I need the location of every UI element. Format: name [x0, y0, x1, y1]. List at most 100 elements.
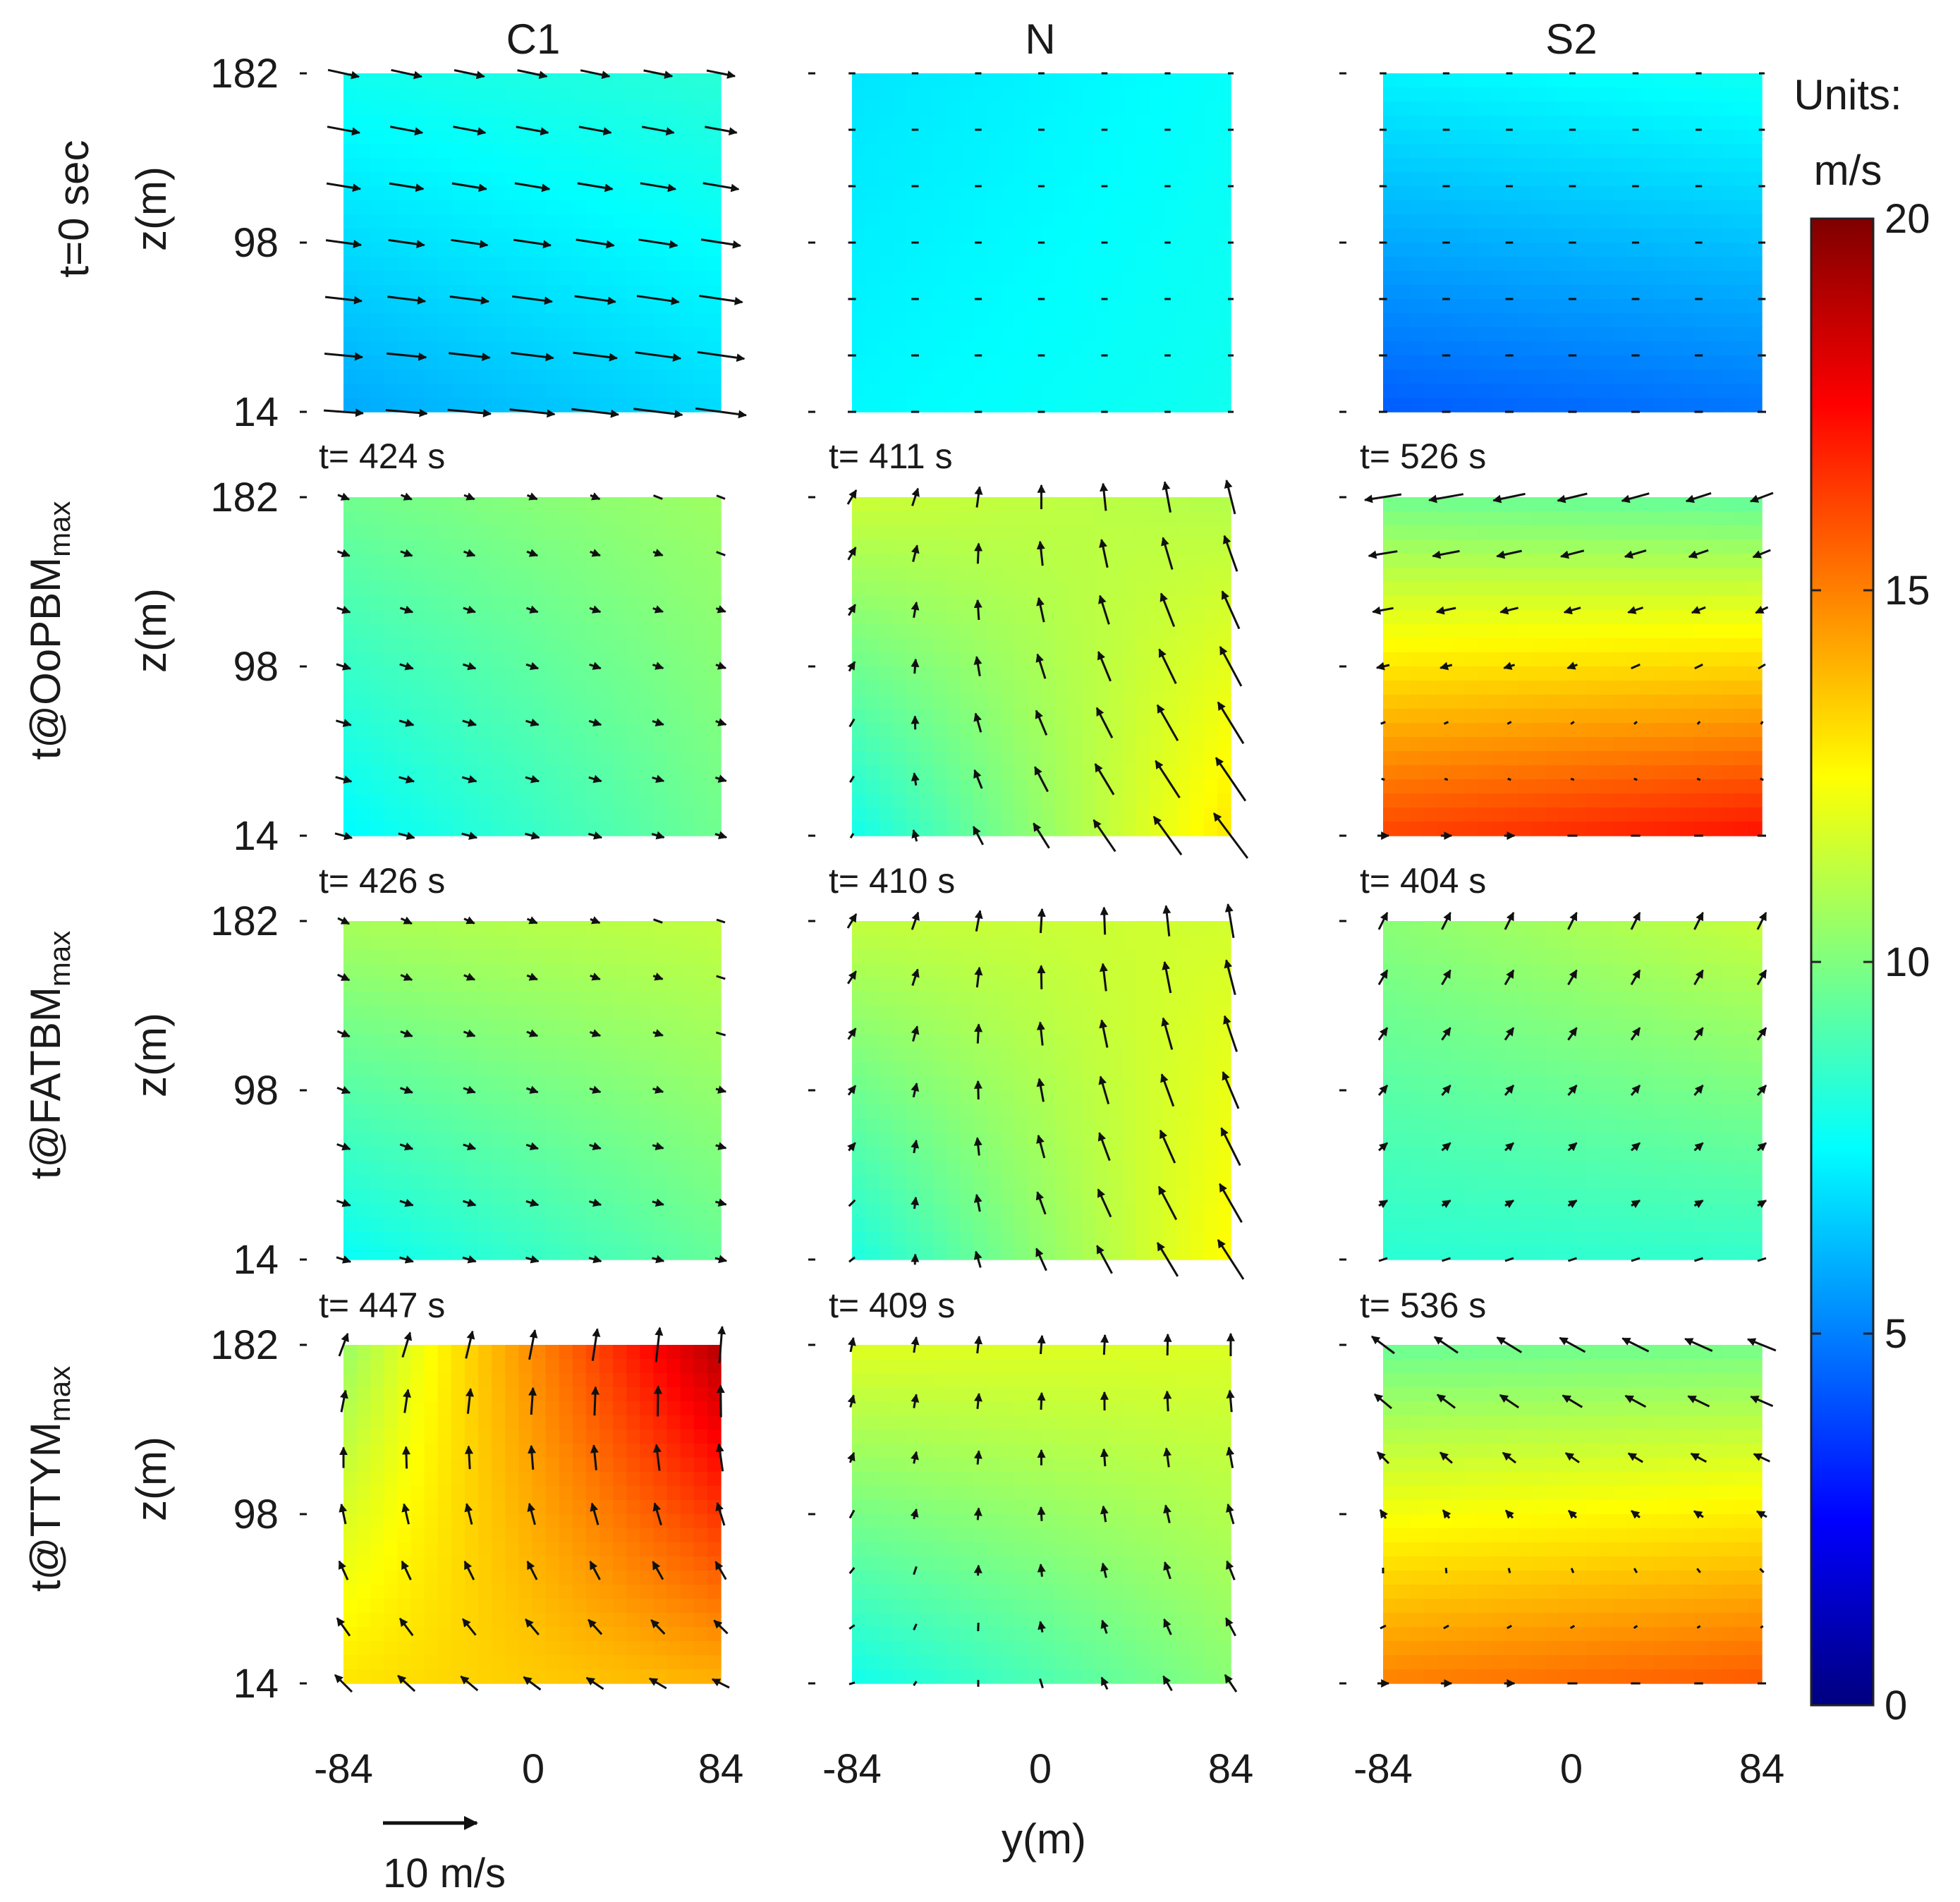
- heatmap-cell: [451, 638, 465, 653]
- heatmap-cell: [865, 214, 880, 229]
- heatmap-cell: [666, 539, 681, 554]
- velocity-arrow: [1621, 492, 1650, 504]
- heatmap-cell: [1559, 87, 1574, 102]
- heatmap-cell: [666, 695, 681, 709]
- heatmap-cell: [1545, 497, 1560, 512]
- heatmap-cell: [626, 1062, 641, 1077]
- heatmap-cell: [852, 158, 866, 173]
- heatmap-cell: [1163, 87, 1177, 102]
- heatmap-cell: [518, 327, 533, 342]
- heatmap-cell: [518, 1034, 533, 1049]
- heatmap-cell: [640, 1090, 655, 1105]
- heatmap-cell: [585, 525, 600, 540]
- heatmap-cell: [707, 723, 722, 738]
- heatmap-cell: [1122, 102, 1137, 116]
- heatmap-cell: [626, 779, 641, 794]
- heatmap-cell: [1068, 370, 1083, 384]
- heatmap-cell: [384, 638, 398, 653]
- heatmap-cell: [919, 172, 934, 187]
- heatmap-cell: [973, 73, 988, 88]
- heatmap-cell: [1203, 327, 1218, 342]
- heatmap-cell: [1599, 158, 1614, 173]
- velocity-arrow: [1035, 653, 1047, 679]
- heatmap-cell: [1478, 384, 1492, 398]
- heatmap-cell: [370, 765, 385, 780]
- heatmap-cell: [1095, 243, 1110, 257]
- heatmap-cell: [1068, 807, 1083, 822]
- heatmap-cell: [1626, 384, 1641, 398]
- heatmap-cell: [1545, 172, 1560, 187]
- heatmap-cell: [1464, 355, 1478, 370]
- heatmap-cell: [397, 200, 412, 215]
- heatmap-cell: [1450, 398, 1465, 413]
- heatmap-cell: [1163, 341, 1177, 356]
- heatmap-cell: [626, 1020, 641, 1035]
- heatmap-cell: [437, 525, 452, 540]
- heatmap-cell: [1694, 341, 1708, 356]
- heatmap-cell: [1559, 779, 1574, 794]
- heatmap-cell: [1163, 582, 1177, 597]
- heatmap-cell: [424, 257, 439, 272]
- heatmap-cell: [1545, 341, 1560, 356]
- heatmap-cell: [1599, 497, 1614, 512]
- heatmap-cell: [1396, 257, 1411, 272]
- heatmap-cell: [707, 681, 722, 695]
- heatmap-cell: [572, 1175, 587, 1190]
- xtick-c1-0: 0: [522, 1746, 544, 1792]
- heatmap-cell: [1217, 723, 1231, 738]
- heatmap-cell: [478, 652, 492, 667]
- heatmap-cell: [1680, 327, 1695, 342]
- heatmap-cell: [1545, 765, 1560, 780]
- heatmap-cell: [919, 709, 934, 724]
- heatmap-cell: [1217, 568, 1231, 583]
- heatmap-cell: [1585, 666, 1600, 681]
- heatmap-cell: [1748, 299, 1763, 314]
- heatmap-cell: [1545, 384, 1560, 398]
- heatmap-cell: [906, 172, 920, 187]
- heatmap-cell: [933, 341, 947, 356]
- heatmap-cell: [505, 1104, 520, 1119]
- heatmap-cell: [1545, 130, 1560, 145]
- heatmap-cell: [451, 822, 465, 836]
- heatmap-cell: [505, 1203, 520, 1218]
- heatmap-cell: [852, 116, 866, 130]
- heatmap-cell: [1082, 582, 1096, 597]
- heatmap-cell: [1109, 271, 1124, 286]
- heatmap-cell: [1041, 228, 1056, 243]
- heatmap-cell: [410, 158, 425, 173]
- heatmap-cell: [437, 921, 452, 936]
- heatmap-cell: [1095, 186, 1110, 201]
- heatmap-cell: [1721, 186, 1736, 201]
- heatmap-cell: [1450, 539, 1465, 554]
- heatmap-cell: [1734, 186, 1749, 201]
- heatmap-cell: [879, 666, 894, 681]
- heatmap-cell: [1572, 638, 1587, 653]
- heatmap-cell: [1626, 73, 1641, 88]
- heatmap-cell: [1613, 554, 1627, 568]
- heatmap-cell: [1491, 807, 1506, 822]
- heatmap-cell: [1410, 751, 1425, 766]
- heatmap-cell: [518, 779, 533, 794]
- heatmap-cell: [626, 130, 641, 145]
- heatmap-cell: [640, 596, 655, 611]
- heatmap-cell: [640, 525, 655, 540]
- heatmap-cell: [1640, 596, 1655, 611]
- heatmap-cell: [892, 779, 907, 794]
- heatmap-cell: [1613, 299, 1627, 314]
- heatmap-cell: [1190, 666, 1205, 681]
- heatmap-cell: [1109, 596, 1124, 611]
- heatmap-cell: [1626, 158, 1641, 173]
- heatmap-cell: [1491, 200, 1506, 215]
- heatmap-cell: [492, 144, 506, 159]
- heatmap-cell: [410, 582, 425, 597]
- heatmap-cell: [1028, 681, 1042, 695]
- heatmap-cell: [1109, 638, 1124, 653]
- heatmap-cell: [1680, 228, 1695, 243]
- heatmap-cell: [1028, 271, 1042, 286]
- heatmap-cell: [1410, 525, 1425, 540]
- heatmap-cell: [653, 977, 668, 992]
- heatmap-cell: [1000, 116, 1015, 130]
- heatmap-cell: [599, 1076, 614, 1091]
- heatmap-cell: [1585, 102, 1600, 116]
- heatmap-cell: [343, 1118, 358, 1133]
